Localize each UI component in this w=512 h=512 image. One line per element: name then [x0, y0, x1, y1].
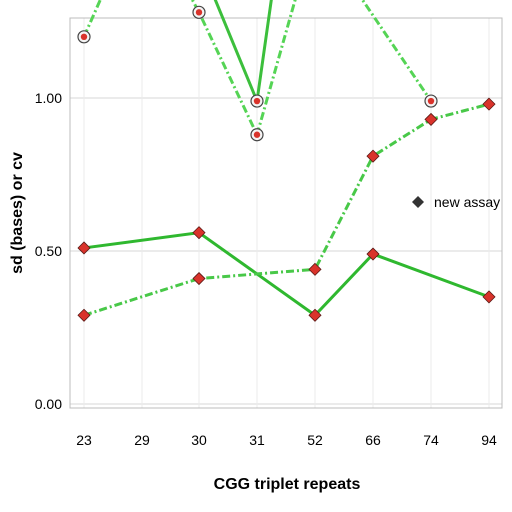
point-3-0	[78, 309, 90, 321]
x-tick-label-7: 94	[481, 432, 497, 448]
x-tick-label-2: 30	[191, 432, 207, 448]
y-axis-title: sd (bases) or cv	[9, 152, 26, 274]
point-3-7	[483, 98, 495, 110]
series-layer	[78, 0, 495, 321]
series-line-2	[84, 233, 489, 316]
x-tick-label-4: 52	[307, 432, 323, 448]
point-1-3	[254, 132, 260, 138]
point-2-0	[78, 242, 90, 254]
x-tick-label-0: 23	[76, 432, 92, 448]
x-tick-label-3: 31	[249, 432, 265, 448]
plot-frame	[70, 18, 502, 408]
point-3-4	[309, 263, 321, 275]
point-2-7	[483, 291, 495, 303]
series-line-3	[84, 104, 489, 315]
series-3	[78, 98, 495, 321]
y-tick-label-2: 1.00	[35, 90, 62, 106]
legend-marker-2	[412, 196, 424, 208]
y-tick-labels: 0.000.501.001.502.002.50	[35, 0, 62, 412]
x-tick-label-6: 74	[423, 432, 439, 448]
plot-border	[70, 18, 502, 408]
y-tick-label-0: 0.00	[35, 396, 62, 412]
y-tick-label-1: 0.50	[35, 243, 62, 259]
point-1-6	[428, 98, 434, 104]
point-1-2	[196, 9, 202, 15]
x-tick-label-5: 66	[365, 432, 381, 448]
point-1-0	[81, 34, 87, 40]
x-axis-title: CGG triplet repeats	[214, 476, 361, 493]
legend: new assay	[412, 194, 500, 210]
series-2	[78, 227, 495, 322]
x-tick-labels: 23 29 30 31 52 66 74 94	[76, 432, 497, 448]
x-tick-label-1: 29	[134, 432, 150, 448]
point-0-3	[254, 98, 260, 104]
legend-label-2: new assay	[434, 194, 500, 210]
point-3-2	[193, 273, 205, 285]
